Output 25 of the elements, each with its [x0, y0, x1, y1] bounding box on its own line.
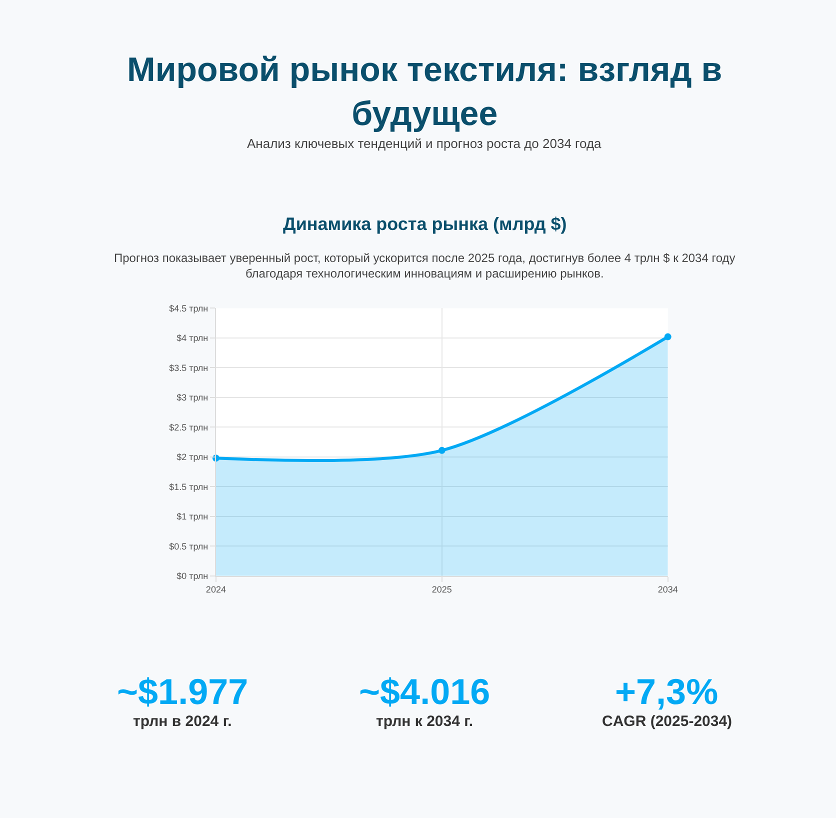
- chart-subtitle: Прогноз показывает уверенный рост, который ускорится после 2025 года, достигнув более 4 трлн $ к 2034 году благодаря технологическим инновациям и расширению рынков.: [114, 251, 736, 281]
- y-tick-label: $4.5 трлн: [169, 303, 208, 314]
- x-tick-label: 2024: [206, 584, 226, 595]
- y-tick-label: $4 трлн: [176, 333, 208, 344]
- x-tick-label: 2034: [658, 584, 678, 595]
- y-tick-label: $1.5 трлн: [169, 482, 208, 492]
- y-tick-label: $0 трлн: [176, 571, 208, 582]
- point: [438, 446, 446, 454]
- y-tick-label: $2.5 трлн: [169, 422, 208, 432]
- y-tick-label: $3.5 трлн: [169, 362, 208, 373]
- text: ~$4.016: [359, 671, 490, 712]
- y-tick-label: $1 трлн: [176, 512, 208, 522]
- point: [664, 333, 672, 340]
- y-tick-label: $0.5 трлн: [169, 541, 208, 552]
- text: Мировой рынок текстиля: взгляд в будущее: [127, 51, 722, 134]
- text: трлн к 2034 г.: [376, 713, 474, 730]
- text: +7,3%: [615, 671, 718, 712]
- y-tick-label: $2 трлн: [176, 452, 208, 462]
- text: трлн в 2024 г.: [133, 713, 232, 730]
- x-tick-label: 2025: [432, 584, 452, 595]
- text: CAGR (2025-2034): [602, 713, 732, 730]
- text: Анализ ключевых тенденций и прогноз роста до 2034 года: [247, 136, 602, 151]
- text: ~$1.977: [117, 671, 248, 712]
- chart-title: Динамика роста рынка (млрд $): [283, 214, 567, 234]
- y-tick-label: $3 трлн: [176, 392, 208, 403]
